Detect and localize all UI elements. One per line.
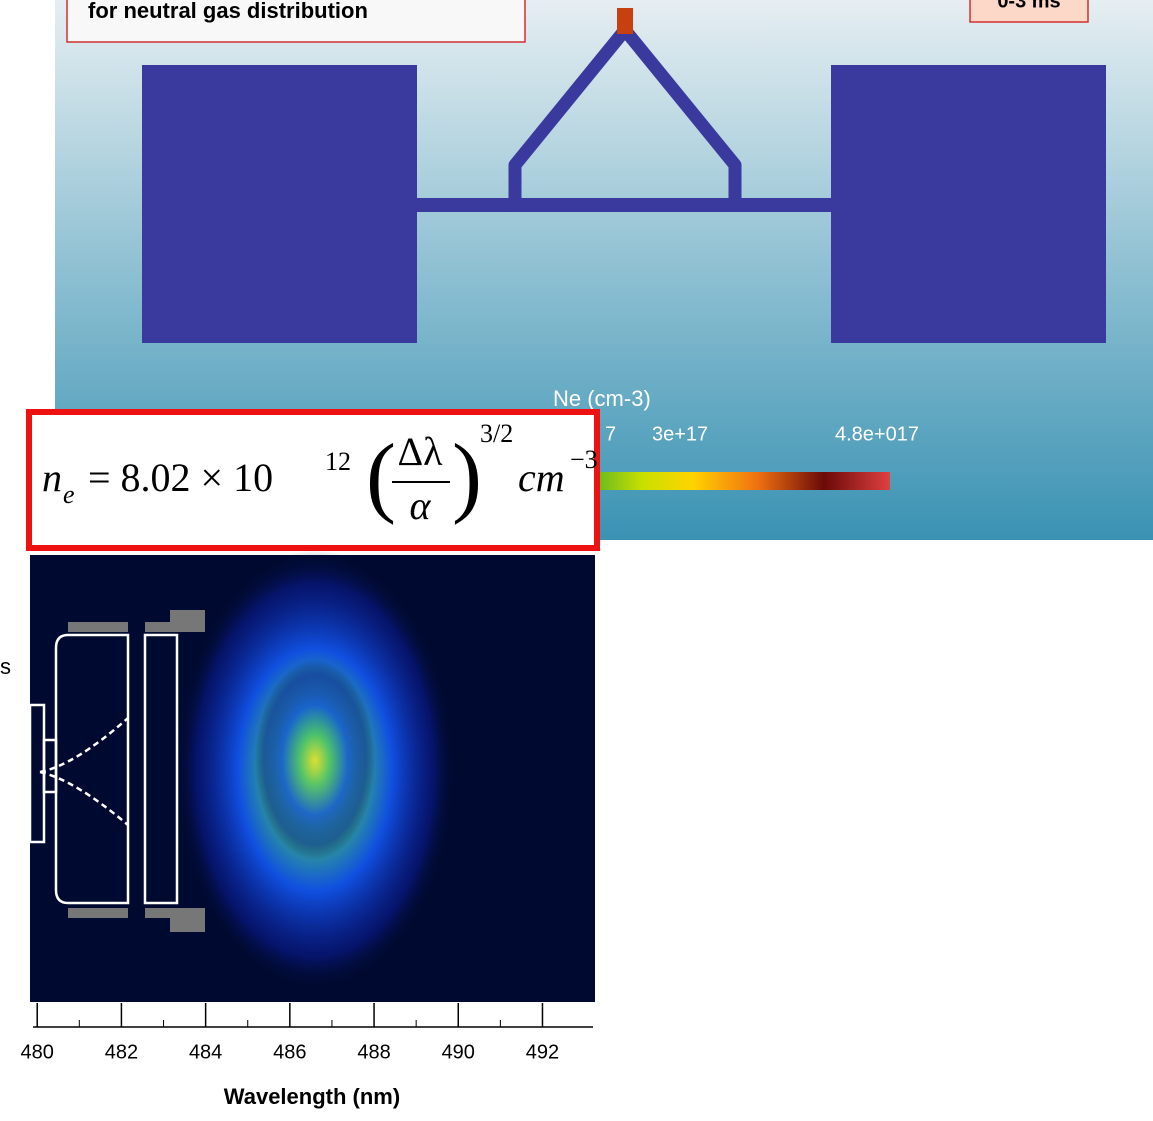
page: {"simulation": {"caption": "for neutral … bbox=[0, 0, 1153, 1116]
time-label: 0-3 ms bbox=[997, 0, 1060, 12]
eq-part: cm bbox=[518, 455, 565, 500]
eq-part: e bbox=[63, 480, 75, 509]
colorbar-label: 4.8e+017 bbox=[835, 423, 919, 445]
ticks: 480 482 484 486 488 490 492 bbox=[21, 1003, 560, 1063]
channel bbox=[417, 198, 831, 212]
eq-part: α bbox=[410, 483, 432, 528]
paren: ) bbox=[452, 427, 482, 526]
schematic-part bbox=[170, 908, 205, 932]
x-tick-label: 484 bbox=[189, 1041, 222, 1063]
colorbar bbox=[560, 472, 890, 490]
nozzle bbox=[617, 8, 633, 34]
colorbar-title: Ne (cm-3) bbox=[553, 386, 651, 411]
schematic-part bbox=[68, 908, 128, 918]
chamber bbox=[142, 65, 417, 343]
eq-part: Δλ bbox=[397, 429, 443, 474]
x-tick-label: 482 bbox=[105, 1041, 138, 1063]
equation-box: n e = 8.02 × 10 12 ( Δλ α ) 3/2 cm −3 bbox=[29, 412, 598, 548]
x-tick-label: 488 bbox=[357, 1041, 390, 1063]
emission bbox=[255, 660, 375, 860]
eq-part: −3 bbox=[570, 445, 598, 474]
eq-part: 3/2 bbox=[480, 419, 513, 448]
x-tick-label: 486 bbox=[273, 1041, 306, 1063]
eq-part: = 8.02 × 10 bbox=[88, 455, 273, 500]
spectrum-panel: Wavelength (nm) 480 482 484 486 488 490 492 bbox=[21, 550, 595, 1109]
schematic-part bbox=[170, 610, 205, 632]
x-tick-label: 492 bbox=[526, 1041, 559, 1063]
eq-part: n bbox=[42, 455, 62, 500]
x-axis-label: Wavelength (nm) bbox=[224, 1084, 400, 1109]
paren: ( bbox=[366, 427, 396, 526]
schematic-part bbox=[68, 622, 128, 632]
caption: for neutral gas distribution bbox=[88, 0, 368, 23]
x-tick-label: 480 bbox=[21, 1041, 54, 1063]
figure: for neutral gas distribution 0-3 ms Ne (… bbox=[0, 0, 1153, 1116]
colorbar-label: 7 bbox=[605, 423, 616, 445]
side-text: s bbox=[0, 654, 11, 679]
x-tick-label: 490 bbox=[442, 1041, 475, 1063]
eq-part: 12 bbox=[325, 447, 351, 476]
colorbar-label: 3e+17 bbox=[652, 423, 708, 445]
chamber bbox=[831, 65, 1106, 343]
